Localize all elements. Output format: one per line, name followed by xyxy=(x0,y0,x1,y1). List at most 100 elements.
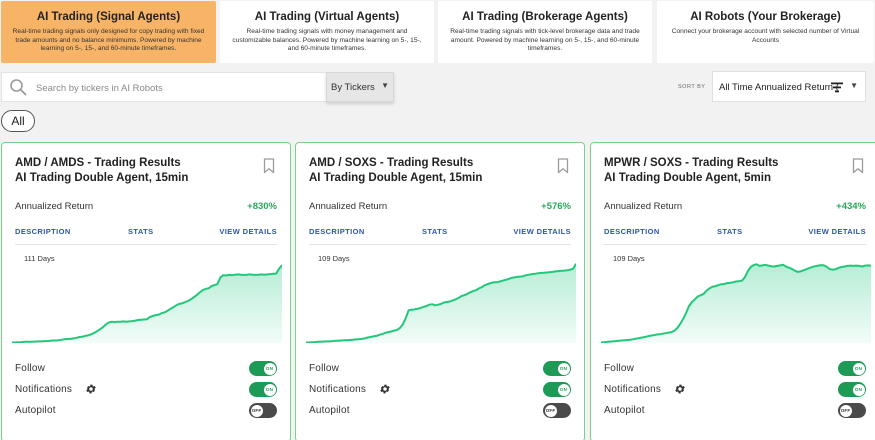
description-link[interactable]: DESCRIPTION xyxy=(15,227,71,236)
tab-description: Real-time trading signals with tick-leve… xyxy=(450,28,640,53)
follow-toggle[interactable]: ON xyxy=(543,361,571,376)
sort-by-label: SORT BY xyxy=(678,84,706,90)
divider xyxy=(309,244,571,245)
search-icon xyxy=(10,79,27,96)
toggle-state: ON xyxy=(263,362,276,375)
follow-label: Follow xyxy=(604,363,635,374)
tab-description: Real-time trading signals only designed … xyxy=(12,28,205,53)
notifications-label: Notifications xyxy=(309,384,367,395)
card-title-line2: AI Trading Double Agent, 15min xyxy=(309,172,483,184)
notifications-toggle[interactable]: ON xyxy=(838,382,866,397)
annualized-return-value: +830% xyxy=(247,201,277,212)
stats-link[interactable]: STATS xyxy=(422,227,448,236)
toggle-state: OFF xyxy=(544,404,557,417)
follow-row: Follow ON xyxy=(15,361,277,377)
card-title-line1: AMD / SOXS - Trading Results xyxy=(309,157,474,169)
follow-toggle[interactable]: ON xyxy=(838,361,866,376)
toggle-state: ON xyxy=(263,383,276,396)
tab-brokerage-agents[interactable]: AI Trading (Brokerage Agents) Real-time … xyxy=(438,1,652,63)
gear-icon[interactable] xyxy=(674,383,686,395)
bookmark-icon[interactable] xyxy=(852,158,864,174)
card-title[interactable]: MPWR / SOXS - Trading Results AI Trading… xyxy=(604,156,829,186)
description-link[interactable]: DESCRIPTION xyxy=(309,227,365,236)
view-details-link[interactable]: VIEW DETAILS xyxy=(219,227,277,236)
agent-type-tabs: AI Trading (Signal Agents) Real-time tra… xyxy=(0,0,875,64)
days-label: 111 Days xyxy=(24,254,55,263)
notifications-toggle[interactable]: ON xyxy=(249,382,277,397)
autopilot-label: Autopilot xyxy=(604,405,645,416)
follow-row: Follow ON xyxy=(604,361,866,377)
chevron-down-icon: ▼ xyxy=(381,81,389,90)
notifications-row: Notifications ON xyxy=(604,382,866,398)
notifications-label: Notifications xyxy=(604,384,662,395)
sort-value: All Time Annualized Return ( xyxy=(719,82,839,93)
card-links: DESCRIPTION STATS VIEW DETAILS xyxy=(604,227,866,239)
days-label: 109 Days xyxy=(613,254,645,263)
sort-select[interactable]: All Time Annualized Return ( ▼ xyxy=(712,71,866,102)
robot-card: AMD / AMDS - Trading Results AI Trading … xyxy=(1,142,291,440)
stats-link[interactable]: STATS xyxy=(717,227,743,236)
chart-line xyxy=(12,264,282,343)
toggle-state: OFF xyxy=(839,404,852,417)
bookmark-icon[interactable] xyxy=(263,158,275,174)
stats-link[interactable]: STATS xyxy=(128,227,154,236)
divider xyxy=(604,244,866,245)
tab-virtual-agents[interactable]: AI Trading (Virtual Agents) Real-time tr… xyxy=(220,1,434,63)
gear-icon[interactable] xyxy=(379,383,391,395)
tab-ai-robots[interactable]: AI Robots (Your Brokerage) Connect your … xyxy=(657,1,874,63)
notifications-row: Notifications ON xyxy=(15,382,277,398)
annualized-return-value: +434% xyxy=(836,201,866,212)
card-title-line2: AI Trading Double Agent, 15min xyxy=(15,172,189,184)
tab-description: Real-time trading signals with money man… xyxy=(232,28,422,53)
ticker-filter-label: By Tickers xyxy=(331,82,375,93)
follow-toggle[interactable]: ON xyxy=(249,361,277,376)
chart-area xyxy=(601,264,871,343)
autopilot-toggle[interactable]: OFF xyxy=(249,403,277,418)
robot-card: MPWR / SOXS - Trading Results AI Trading… xyxy=(590,142,875,440)
chart-line xyxy=(601,263,871,343)
autopilot-toggle[interactable]: OFF xyxy=(543,403,571,418)
view-details-link[interactable]: VIEW DETAILS xyxy=(808,227,866,236)
card-title[interactable]: AMD / SOXS - Trading Results AI Trading … xyxy=(309,156,534,186)
toggle-state: OFF xyxy=(250,404,263,417)
sort-descending-icon xyxy=(831,82,843,93)
card-links: DESCRIPTION STATS VIEW DETAILS xyxy=(15,227,277,239)
performance-chart xyxy=(12,264,282,343)
chart-area xyxy=(306,263,576,343)
autopilot-label: Autopilot xyxy=(309,405,350,416)
tab-description: Connect your brokerage account with sele… xyxy=(671,28,860,44)
autopilot-row: Autopilot OFF xyxy=(309,403,571,419)
annualized-return-label: Annualized Return xyxy=(604,201,683,212)
autopilot-toggle[interactable]: OFF xyxy=(838,403,866,418)
autopilot-label: Autopilot xyxy=(15,405,56,416)
days-label: 109 Days xyxy=(318,254,350,263)
tab-title: AI Trading (Brokerage Agents) xyxy=(462,11,628,23)
ticker-filter-select[interactable]: By Tickers ▼ xyxy=(326,72,394,102)
bookmark-icon[interactable] xyxy=(557,158,569,174)
toggle-state: ON xyxy=(557,362,570,375)
autopilot-row: Autopilot OFF xyxy=(15,403,277,419)
performance-chart xyxy=(306,263,576,343)
search-input[interactable] xyxy=(36,78,321,98)
notifications-toggle[interactable]: ON xyxy=(543,382,571,397)
annualized-return-value: +576% xyxy=(541,201,571,212)
description-link[interactable]: DESCRIPTION xyxy=(604,227,660,236)
autopilot-row: Autopilot OFF xyxy=(604,403,866,419)
toggle-state: ON xyxy=(852,362,865,375)
tab-title: AI Trading (Virtual Agents) xyxy=(254,11,400,23)
robot-card: AMD / SOXS - Trading Results AI Trading … xyxy=(295,142,585,440)
tab-title: AI Robots (Your Brokerage) xyxy=(690,11,841,23)
view-details-link[interactable]: VIEW DETAILS xyxy=(513,227,571,236)
search-box xyxy=(1,72,326,102)
performance-chart xyxy=(601,263,871,343)
tab-signal-agents[interactable]: AI Trading (Signal Agents) Real-time tra… xyxy=(1,1,216,63)
card-title[interactable]: AMD / AMDS - Trading Results AI Trading … xyxy=(15,156,240,186)
card-title-line1: MPWR / SOXS - Trading Results xyxy=(604,157,779,169)
toggle-state: ON xyxy=(557,383,570,396)
chevron-down-icon: ▼ xyxy=(850,81,858,90)
annualized-return-label: Annualized Return xyxy=(15,201,94,212)
filter-chip-all[interactable]: All xyxy=(1,110,35,132)
follow-label: Follow xyxy=(309,363,340,374)
card-title-line2: AI Trading Double Agent, 5min xyxy=(604,172,771,184)
gear-icon[interactable] xyxy=(85,383,97,395)
